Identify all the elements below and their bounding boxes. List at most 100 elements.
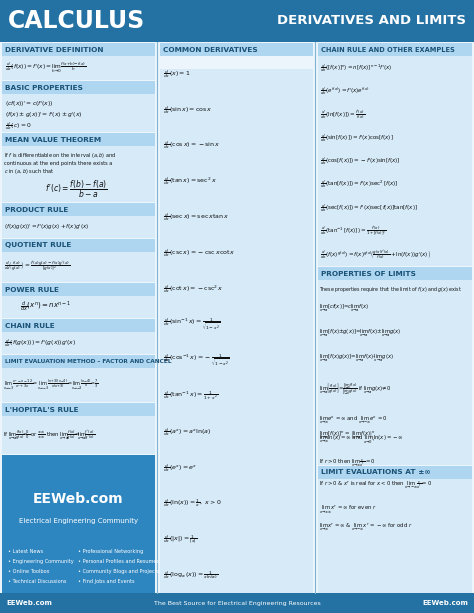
Bar [2,94,155,132]
Text: • Online Toolbox: • Online Toolbox [8,569,49,574]
Text: $\lim_{x\to\infty}x^r=\infty$ & $\lim_{x\to-\infty}x^r=-\infty$ for odd $r$: $\lim_{x\to\infty}x^r=\infty$ & $\lim_{x… [319,521,412,533]
Text: $\lim_{x\to a}[f(x)g(x)]=\lim_{x\to a}f(x)\cdot\lim_{x\to a}g(x)$: $\lim_{x\to a}[f(x)g(x)]=\lim_{x\to a}f(… [319,352,394,364]
Text: CALCULUS: CALCULUS [8,9,145,33]
Bar [2,403,155,416]
Text: COMMON DERIVATIVES: COMMON DERIVATIVES [163,47,258,53]
Text: • Professional Networking: • Professional Networking [79,549,144,554]
Text: $\frac{d}{dx}(\tan^{-1}x)=\frac{1}{1+x^2}$: $\frac{d}{dx}(\tan^{-1}x)=\frac{1}{1+x^2… [163,390,218,402]
Text: EEWeb.com: EEWeb.com [422,600,468,606]
Bar [318,466,472,479]
Bar [2,416,155,454]
Text: $\frac{d}{dx}(\tan^{-1}[f(x)])=\frac{f'(x)}{1+[f(x)]^2}$: $\frac{d}{dx}(\tan^{-1}[f(x)])=\frac{f'(… [320,224,387,238]
Text: If $\lim_{x\to a}\!\frac{f(x)}{g(x)}\!=\!\frac{0}{0}$ or $\frac{\pm\infty}{\pm\i: If $\lim_{x\to a}\!\frac{f(x)}{g(x)}\!=\… [3,428,95,442]
Bar [2,203,155,216]
Text: BASIC PROPERTIES: BASIC PROPERTIES [5,85,83,91]
Text: $\frac{d}{dx}(\csc x)=-\csc x\cot x$: $\frac{d}{dx}(\csc x)=-\csc x\cot x$ [163,247,236,259]
Bar [318,43,472,56]
Text: PROPERTIES OF LIMITS: PROPERTIES OF LIMITS [321,270,416,276]
Text: $\lim_{x\to\infty}e^x=\infty$ and $\lim_{x\to-\infty}e^x=0$: $\lim_{x\to\infty}e^x=\infty$ and $\lim_… [319,414,388,425]
Text: $(cf(x))'=c(f'(x))$: $(cf(x))'=c(f'(x))$ [5,99,54,109]
Text: $\frac{d}{dx}(|x|)=\frac{1}{|x|}$: $\frac{d}{dx}(|x|)=\frac{1}{|x|}$ [163,533,197,545]
Text: • Find Jobs and Events: • Find Jobs and Events [79,579,135,584]
Text: CHAIN RULE AND OTHER EXAMPLES: CHAIN RULE AND OTHER EXAMPLES [321,47,455,53]
Text: $\frac{d}{dx}(\log_a(x))=\frac{1}{x\ln(a)}$: $\frac{d}{dx}(\log_a(x))=\frac{1}{x\ln(a… [163,569,219,581]
Text: • Community Blogs and Projects: • Community Blogs and Projects [79,569,160,574]
Bar [0,42,474,593]
Text: POWER RULE: POWER RULE [5,286,59,292]
Text: continuous at the end points there exists a: continuous at the end points there exist… [4,161,112,166]
Text: $c$ in $(a,b)$ such that: $c$ in $(a,b)$ such that [4,167,54,175]
Bar [2,56,155,80]
Text: • Latest News: • Latest News [8,549,43,554]
Text: $\frac{d}{dx}(f(g(x)))=f'(g(x))g'(x)$: $\frac{d}{dx}(f(g(x)))=f'(g(x))g'(x)$ [4,337,76,349]
Text: $\lim_{x\to a}[f(x)\pm g(x)]=\lim_{x\to a}f(x)\pm\lim_{x\to a}g(x)$: $\lim_{x\to a}[f(x)\pm g(x)]=\lim_{x\to … [319,327,401,338]
Text: PRODUCT RULE: PRODUCT RULE [5,207,68,213]
Bar [318,267,472,280]
Bar [2,332,155,354]
Text: $\frac{d}{dx}(\tan[f(x)])=f'(x)\sec^2[f(x)]$: $\frac{d}{dx}(\tan[f(x)])=f'(x)\sec^2[f(… [320,178,399,190]
Text: EEWeb.com: EEWeb.com [33,492,124,506]
Bar [2,239,155,252]
Text: $\lim_{x\to-3}\!\frac{x^2-x-12}{x^2+3x}=\lim_{x\to-3}\!\frac{(x+3)(x-4)}{x(x+3)}: $\lim_{x\to-3}\!\frac{x^2-x-12}{x^2+3x}=… [3,378,99,392]
Bar [2,296,155,318]
Text: $\frac{d}{dx}(e^{f(x)})=f'(x)e^{f(x)}$: $\frac{d}{dx}(e^{f(x)})=f'(x)e^{f(x)}$ [320,85,370,97]
Bar [160,43,313,56]
Text: DERIVATIVE DEFINITION: DERIVATIVE DEFINITION [5,47,103,53]
Text: L'HOPITAL'S RULE: L'HOPITAL'S RULE [5,406,79,413]
Bar [2,81,155,94]
Text: $\frac{d}{dx}(\sin x)=\cos x$: $\frac{d}{dx}(\sin x)=\cos x$ [163,104,213,116]
Text: $\frac{d}{dx}(f(x))=f'(x)=\lim_{h\to 0}\frac{f(x+h)-f(x)}{h}$: $\frac{d}{dx}(f(x))=f'(x)=\lim_{h\to 0}\… [5,61,86,75]
Text: $\frac{d}{dx}(\ln(x))=\frac{1}{x},\ x>0$: $\frac{d}{dx}(\ln(x))=\frac{1}{x},\ x>0$ [163,498,222,509]
Text: $\frac{d}{dx}(x^n)=nx^{n-1}$: $\frac{d}{dx}(x^n)=nx^{n-1}$ [20,300,72,314]
Text: $\frac{d}{dx}(f(x)^{g(x)})=f(x)^{g(x)}\!\left(\frac{g(x)f'(x)}{f(x)}+\ln(f(x))g': $\frac{d}{dx}(f(x)^{g(x)})=f(x)^{g(x)}\!… [320,248,431,260]
Bar [2,252,155,282]
Text: $(f(x)g(x))'=f'(x)g(x)+f(x)g'(x)$: $(f(x)g(x))'=f'(x)g(x)+f(x)g'(x)$ [4,223,89,232]
Text: Electrical Engineering Community: Electrical Engineering Community [19,518,138,524]
Bar [160,69,313,593]
Text: $\frac{d}{dx}(\cos x)=-\sin x$: $\frac{d}{dx}(\cos x)=-\sin x$ [163,140,220,151]
Bar [318,56,472,266]
Text: $\frac{d}{dx}(\sin^{-1}x)=\frac{1}{\sqrt{1-x^2}}$: $\frac{d}{dx}(\sin^{-1}x)=\frac{1}{\sqrt… [163,316,221,332]
Text: $\frac{d}{dx}(\sec[f(x)])=f'(x)\sec[f(x)]\tan[f(x)]$: $\frac{d}{dx}(\sec[f(x)])=f'(x)\sec[f(x)… [320,202,418,213]
Bar [2,43,155,56]
Bar [318,280,472,465]
Text: $\lim_{x\to\pm\infty}x^r=\infty$ for even $r$: $\lim_{x\to\pm\infty}x^r=\infty$ for eve… [319,504,377,516]
Bar [2,368,155,402]
Text: $\frac{d}{dx}(\cot x)=-\csc^2 x$: $\frac{d}{dx}(\cot x)=-\csc^2 x$ [163,283,224,295]
Text: $\frac{d}{dx}(a^x)=a^x\ln(a)$: $\frac{d}{dx}(a^x)=a^x\ln(a)$ [163,426,211,438]
Text: MEAN VALUE THEOREM: MEAN VALUE THEOREM [5,137,101,142]
Text: $\frac{d}{dx}(e^x)=e^x$: $\frac{d}{dx}(e^x)=e^x$ [163,462,197,474]
Bar [2,455,155,593]
Text: $\lim_{x\to a}[cf(x)]=c\lim_{x\to a}f(x)$: $\lim_{x\to a}[cf(x)]=c\lim_{x\to a}f(x)… [319,302,369,313]
Text: $\frac{d}{dx}(\tan x)=\sec^2 x$: $\frac{d}{dx}(\tan x)=\sec^2 x$ [163,175,217,188]
Bar [0,0,474,42]
Text: If $f$ is differentiable on the interval $(a,b)$ and: If $f$ is differentiable on the interval… [4,151,117,159]
Text: LIMIT EVALUATION METHOD – FACTOR AND CANCEL: LIMIT EVALUATION METHOD – FACTOR AND CAN… [5,359,172,364]
Text: DERIVATIVES AND LIMITS: DERIVATIVES AND LIMITS [277,15,466,28]
Text: $\frac{d}{dx}(\cos^{-1}x)=-\frac{1}{\sqrt{1-x^2}}$: $\frac{d}{dx}(\cos^{-1}x)=-\frac{1}{\sqr… [163,352,230,368]
Bar [318,479,472,499]
Bar [2,146,155,202]
Text: • Engineering Community: • Engineering Community [8,559,74,564]
Text: The Best Source for Electrical Engineering Resources: The Best Source for Electrical Engineeri… [154,601,320,606]
Text: EEWeb.com: EEWeb.com [6,600,52,606]
Text: $\frac{d}{dx}(x)=1$: $\frac{d}{dx}(x)=1$ [163,68,191,80]
Text: $(f(x)\pm g(x))'=f'(x)\pm g'(x)$: $(f(x)\pm g(x))'=f'(x)\pm g'(x)$ [5,110,82,120]
Text: $\lim_{x\to\infty}\ln(x)=\infty$ and $\lim_{x\to 0^+}\!\ln(x)=-\infty$: $\lim_{x\to\infty}\ln(x)=\infty$ and $\l… [319,434,404,446]
Text: $\lim_{x\to a}\!\left[\frac{f(x)}{g(x)}\right]=\frac{\lim_{x\to a}f(x)}{\lim_{x\: $\lim_{x\to a}\!\left[\frac{f(x)}{g(x)}\… [319,382,391,398]
Bar [2,319,155,332]
Bar [2,133,155,146]
Text: $\frac{d}{dx}([f(x)]^n)=n[f(x)]^{n-1}f'(x)$: $\frac{d}{dx}([f(x)]^n)=n[f(x)]^{n-1}f'(… [320,62,392,74]
Text: LIMIT EVALUATIONS AT ±∞: LIMIT EVALUATIONS AT ±∞ [321,470,430,476]
Text: CHAIN RULE: CHAIN RULE [5,322,55,329]
Bar [318,499,472,593]
Bar [2,216,155,238]
Bar [2,283,155,296]
Text: QUOTIENT RULE: QUOTIENT RULE [5,243,72,248]
Text: $\frac{d}{dx}(c)=0$: $\frac{d}{dx}(c)=0$ [5,120,32,132]
Bar [2,355,155,368]
Text: $\frac{d}{dx}(\sec x)=\sec x\tan x$: $\frac{d}{dx}(\sec x)=\sec x\tan x$ [163,211,229,223]
Text: $f'(c)=\dfrac{f(b)-f(a)}{b-a}$: $f'(c)=\dfrac{f(b)-f(a)}{b-a}$ [45,178,108,200]
Text: If $r>0$ then $\lim_{x\to\infty}\frac{c}{x^r}=0$: If $r>0$ then $\lim_{x\to\infty}\frac{c}… [319,457,376,469]
Text: $\frac{d}{dx}(\sin[f(x)])=f'(x)\cos[f(x)]$: $\frac{d}{dx}(\sin[f(x)])=f'(x)\cos[f(x)… [320,132,394,143]
